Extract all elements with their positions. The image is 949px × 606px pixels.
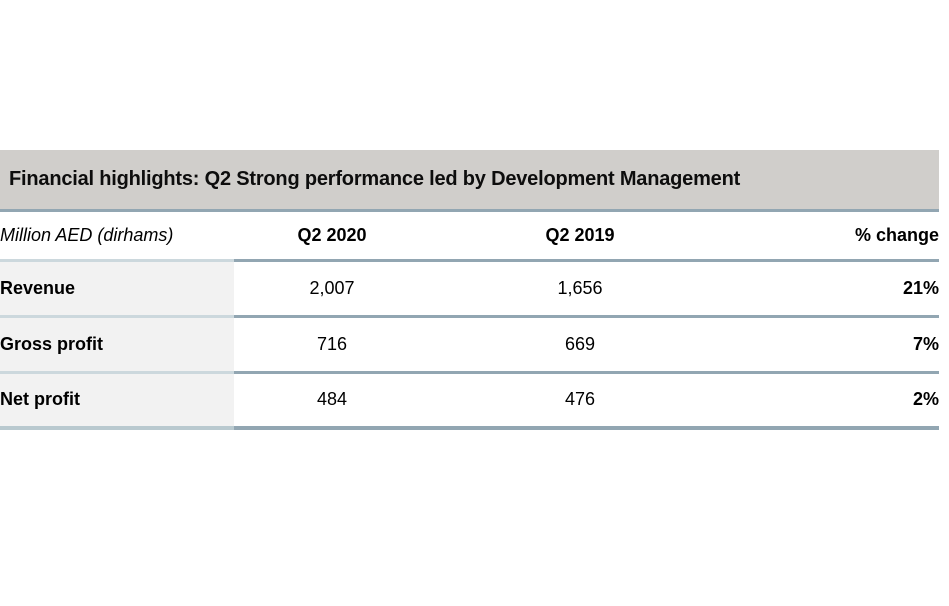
row-label-gross-profit: Gross profit <box>0 316 234 374</box>
table-row-gross-profit: Gross profit 716 669 7% <box>0 316 939 374</box>
revenue-q2-2020-value: 2,007 <box>234 260 430 318</box>
row-label-revenue: Revenue <box>0 260 234 318</box>
section-header-banner: Financial highlights: Q2 Strong performa… <box>0 150 939 212</box>
financial-highlights-table: Million AED (dirhams) Q2 2020 Q2 2019 % … <box>0 212 939 430</box>
gross-profit-pct-change-value: 7% <box>730 316 939 374</box>
section-title: Financial highlights: Q2 Strong performa… <box>9 168 741 190</box>
column-header-q2-2019: Q2 2019 <box>430 212 730 262</box>
net-profit-q2-2020-value: 484 <box>234 372 430 430</box>
revenue-q2-2019-value: 1,656 <box>430 260 730 318</box>
financial-highlights-section: Financial highlights: Q2 Strong performa… <box>0 150 939 430</box>
net-profit-q2-2019-value: 476 <box>430 372 730 430</box>
column-header-q2-2020: Q2 2020 <box>234 212 430 262</box>
column-header-unit: Million AED (dirhams) <box>0 212 234 262</box>
table-row-revenue: Revenue 2,007 1,656 21% <box>0 260 939 318</box>
row-label-net-profit: Net profit <box>0 372 234 430</box>
revenue-pct-change-value: 21% <box>730 260 939 318</box>
table-row-net-profit: Net profit 484 476 2% <box>0 372 939 430</box>
net-profit-pct-change-value: 2% <box>730 372 939 430</box>
gross-profit-q2-2019-value: 669 <box>430 316 730 374</box>
gross-profit-q2-2020-value: 716 <box>234 316 430 374</box>
column-header-pct-change: % change <box>730 212 939 262</box>
table-header-row: Million AED (dirhams) Q2 2020 Q2 2019 % … <box>0 212 939 262</box>
